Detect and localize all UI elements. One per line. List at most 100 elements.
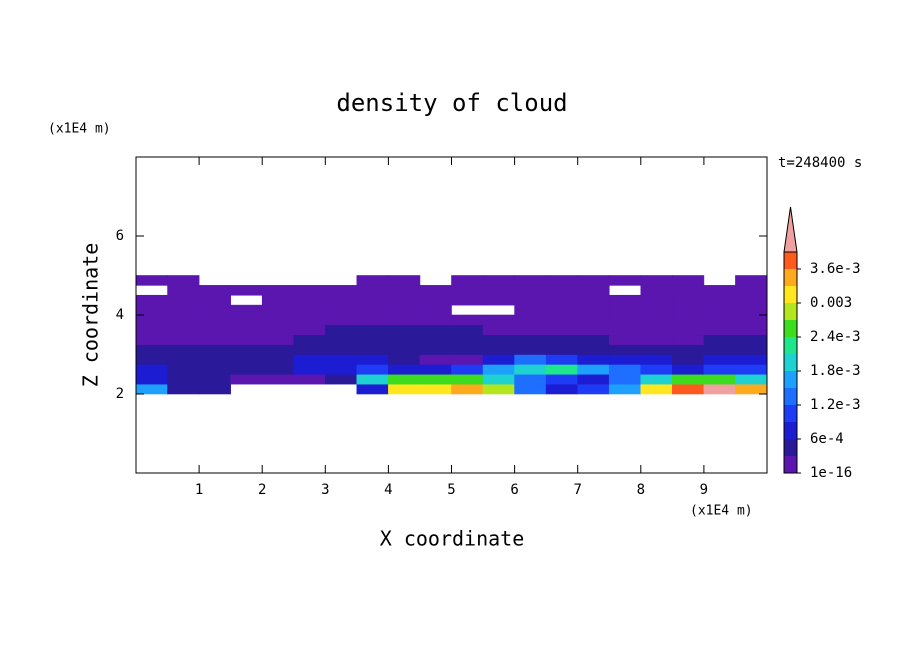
contour-cell — [451, 354, 484, 365]
contour-cell — [230, 373, 263, 385]
x-axis-title: X coordinate — [380, 527, 525, 551]
contour-cell — [703, 304, 736, 316]
colorbar-tick-label: 0.003 — [810, 295, 852, 311]
contour-cell — [388, 383, 421, 395]
contour-cell — [672, 275, 705, 286]
contour-cell — [324, 294, 358, 306]
contour-cell — [230, 344, 263, 355]
contour-cell — [324, 324, 358, 336]
contour-cell — [514, 383, 547, 395]
contour-cell — [672, 344, 705, 355]
contour-cell — [703, 314, 736, 326]
contour-cell — [703, 285, 736, 296]
contour-cell — [356, 383, 389, 395]
contour-cell — [135, 354, 168, 365]
contour-cell — [135, 344, 168, 355]
contour-cell — [545, 304, 579, 316]
contour-cell — [735, 334, 768, 345]
contour-cell — [608, 275, 642, 286]
contour-cell — [514, 314, 547, 326]
contour-cell — [640, 294, 673, 306]
x-tick-label: 9 — [700, 482, 708, 498]
contour-cell — [419, 294, 452, 306]
x-tick-label: 5 — [447, 482, 455, 498]
contour-cell — [388, 344, 421, 355]
contour-cell — [735, 354, 768, 365]
contour-cell — [388, 354, 421, 365]
y-unit: (x1E4 m) — [48, 122, 111, 137]
contour-cell — [388, 294, 421, 306]
contour-cell — [640, 275, 673, 286]
contour-cell — [388, 364, 421, 375]
contour-cell — [419, 383, 452, 395]
contour-cell — [230, 354, 263, 365]
contour-cell — [198, 324, 231, 336]
contour-cell — [230, 324, 263, 336]
contour-cell — [324, 314, 358, 326]
contour-cell — [198, 344, 231, 355]
colorbar-band — [784, 422, 797, 439]
contour-cell — [293, 344, 326, 355]
contour-cell — [419, 324, 452, 336]
contour-cell — [167, 285, 200, 296]
contour-cell — [135, 314, 168, 326]
contour-cell — [388, 275, 421, 286]
contour-cell — [482, 344, 515, 355]
contour-cell — [135, 334, 168, 345]
x-tick-label: 6 — [510, 482, 518, 498]
contour-cell — [735, 314, 768, 326]
contour-cell — [198, 314, 231, 326]
contour-cell — [735, 275, 768, 286]
contour-cell — [356, 275, 389, 286]
contour-cell — [514, 373, 547, 385]
contour-cell — [451, 373, 484, 385]
contour-cell — [293, 304, 326, 316]
contour-cell — [672, 314, 705, 326]
contour-cell — [388, 373, 421, 385]
contour-cell — [324, 373, 358, 385]
contour-cell — [735, 285, 768, 296]
contour-cell — [451, 324, 484, 336]
contour-cell — [356, 354, 389, 365]
contour-cell — [640, 334, 673, 345]
contour-cell — [261, 324, 295, 336]
x-tick-label: 8 — [637, 482, 645, 498]
contour-cell — [324, 285, 358, 296]
contour-cell — [577, 294, 610, 306]
contour-cell — [640, 344, 673, 355]
contour-cell — [640, 354, 673, 365]
contour-cell — [608, 354, 642, 365]
contour-cell — [451, 364, 484, 375]
contour-cell — [356, 285, 389, 296]
contour-cell — [735, 383, 768, 395]
contour-cell — [419, 364, 452, 375]
x-tick-label: 7 — [573, 482, 581, 498]
contour-cell — [293, 373, 326, 385]
contour-cell — [545, 373, 579, 385]
contour-cell — [167, 324, 200, 336]
contour-cell — [198, 285, 231, 296]
contour-cell — [735, 294, 768, 306]
contour-cell — [514, 285, 547, 296]
contour-cell — [577, 354, 610, 365]
contour-cell — [324, 354, 358, 365]
contour-cell — [324, 364, 358, 375]
contour-cell — [419, 334, 452, 345]
contour-cell — [545, 383, 579, 395]
contour-cell — [198, 304, 231, 316]
contour-cell — [293, 314, 326, 326]
contour-cell — [230, 285, 263, 296]
contour-cell — [261, 304, 295, 316]
contour-cell — [451, 294, 484, 306]
contour-cell — [167, 344, 200, 355]
contour-cell — [198, 383, 231, 395]
contour-cell — [419, 285, 452, 296]
contour-cell — [640, 285, 673, 296]
x-unit: (x1E4 m) — [690, 504, 753, 519]
y-axis-title: Z coordinate — [79, 243, 103, 388]
colorbar-band — [784, 456, 797, 473]
contour-cell — [198, 354, 231, 365]
contour-cell — [167, 334, 200, 345]
contour-cell — [514, 294, 547, 306]
contour-cell — [640, 364, 673, 375]
